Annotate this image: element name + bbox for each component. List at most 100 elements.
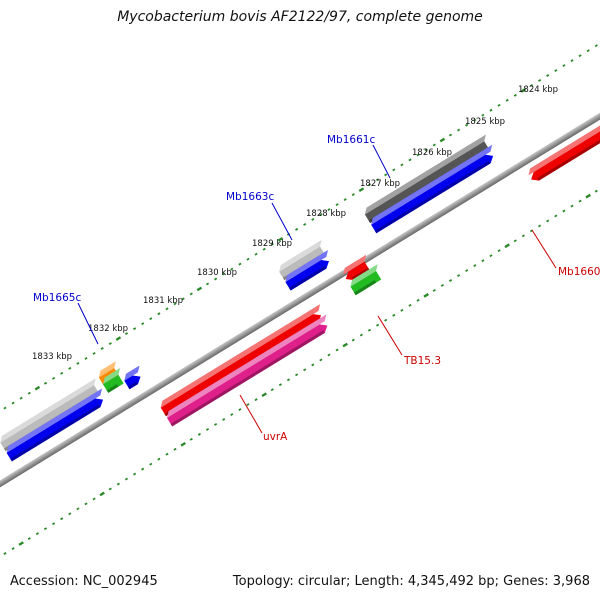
- tick-mark-lower: [116, 482, 120, 486]
- tick-mark-upper: [367, 183, 372, 187]
- tick-mark-lower: [254, 398, 258, 402]
- tick-mark-upper: [205, 282, 210, 286]
- label-mb1660[interactable]: Mb1660: [558, 266, 600, 278]
- tick-mark-upper: [513, 93, 517, 97]
- tick-mark-upper: [546, 74, 550, 77]
- tick-label: 1824 kbp: [518, 85, 558, 95]
- tick-mark-upper: [416, 153, 420, 157]
- tick-mark-upper: [133, 327, 137, 331]
- gene-uvra-cds[interactable]: [164, 314, 334, 427]
- tick-mark-lower: [261, 392, 267, 397]
- tick-mark-upper: [84, 356, 88, 360]
- tick-mark-upper: [277, 236, 284, 242]
- label-uvra[interactable]: uvrA: [263, 431, 288, 443]
- tick-mark-lower: [400, 308, 404, 312]
- tick-mark-upper: [432, 143, 436, 147]
- tick-mark-upper: [578, 54, 582, 58]
- gene-tb15-3-cds[interactable]: [348, 264, 386, 296]
- tick-mark-upper: [376, 178, 380, 182]
- leader-mb1661c: [372, 144, 391, 179]
- tick-mark-lower: [319, 358, 323, 362]
- tick-mark-upper: [43, 381, 48, 385]
- tick-mark-lower: [35, 532, 39, 536]
- tick-mark-lower: [197, 432, 201, 436]
- tick-mark-upper: [481, 113, 485, 117]
- tick-mark-upper: [92, 352, 96, 355]
- tick-mark-lower: [335, 348, 339, 352]
- tick-mark-upper: [465, 123, 469, 127]
- tick-mark-lower: [68, 512, 72, 516]
- tick-mark-lower: [351, 338, 355, 342]
- tick-mark-upper: [19, 396, 23, 400]
- tick-mark-upper: [570, 59, 574, 63]
- gene-mb1665c-cds[interactable]: [4, 388, 110, 462]
- tick-mark-lower: [27, 537, 31, 541]
- gene-mb1665c[interactable]: [0, 378, 104, 452]
- tick-mark-lower: [392, 313, 396, 317]
- tick-mark-upper: [100, 347, 104, 350]
- tick-mark-upper: [108, 342, 112, 345]
- gene-features[interactable]: [0, 64, 600, 514]
- tick-track-upper: [3, 44, 598, 410]
- tick-mark-upper: [311, 217, 315, 221]
- label-mb1663c[interactable]: Mb1663c: [226, 191, 274, 203]
- tick-mark-lower: [60, 517, 64, 521]
- feature-labels: Mb1661c Mb1663c Mb1665c Mb1660 TB15.3 uv…: [33, 134, 600, 443]
- tick-label: 1828 kbp: [306, 209, 346, 219]
- tick-mark-lower: [173, 447, 177, 451]
- tick-mark-lower: [189, 437, 193, 441]
- gene-mb1661c-cds[interactable]: [369, 144, 500, 234]
- tick-mark-lower: [11, 547, 15, 550]
- tick-mark-upper: [303, 222, 307, 226]
- label-tb15-3[interactable]: TB15.3: [403, 355, 441, 367]
- tick-mark-lower: [504, 243, 510, 249]
- tick-labels: 1824 kbp 1825 kbp 1826 kbp 1827 kbp 1828 kbp…: [32, 85, 558, 362]
- gene-mb1663c-cds[interactable]: [283, 250, 336, 291]
- tick-mark-upper: [586, 49, 590, 53]
- tick-mark-lower: [303, 368, 307, 372]
- tick-label: 1826 kbp: [412, 148, 452, 158]
- tick-mark-upper: [392, 168, 396, 172]
- tick-mark-upper: [230, 267, 234, 271]
- tick-mark-lower: [432, 288, 436, 292]
- tick-mark-lower: [180, 441, 186, 447]
- tick-mark-lower: [521, 234, 525, 238]
- tick-mark-upper: [497, 103, 501, 107]
- tick-mark-lower: [457, 274, 461, 277]
- tick-mark-lower: [230, 413, 234, 416]
- tick-mark-upper: [157, 312, 161, 316]
- tick-mark-lower: [238, 408, 242, 412]
- tick-mark-upper: [327, 208, 331, 211]
- tick-mark-lower: [570, 204, 574, 208]
- tick-mark-lower: [124, 477, 129, 481]
- gene-tb15-3[interactable]: [341, 254, 374, 283]
- tick-mark-lower: [52, 522, 56, 526]
- tick-mark-upper: [439, 137, 446, 143]
- tick-mark-upper: [60, 371, 64, 375]
- tick-mark-lower: [473, 264, 477, 268]
- tick-mark-lower: [585, 193, 591, 199]
- gene-mb1660[interactable]: [526, 116, 600, 184]
- tick-mark-upper: [27, 391, 31, 395]
- tick-mark-upper: [529, 83, 534, 87]
- gene-small-green[interactable]: [100, 368, 127, 393]
- leader-mb1663c: [271, 202, 293, 241]
- tick-mark-upper: [384, 173, 388, 177]
- tick-mark-upper: [76, 361, 80, 365]
- gene-small-blue[interactable]: [122, 365, 148, 390]
- tick-mark-lower: [513, 239, 517, 243]
- tick-mark-upper: [196, 286, 203, 292]
- tick-mark-upper: [3, 406, 7, 410]
- tick-mark-lower: [141, 467, 145, 471]
- label-mb1661c[interactable]: Mb1661c: [327, 134, 375, 146]
- leader-lines: [77, 144, 557, 434]
- tick-label: 1829 kbp: [252, 239, 292, 249]
- label-mb1665c[interactable]: Mb1665c: [33, 292, 81, 304]
- tick-mark-lower: [342, 342, 348, 348]
- leader-tb15-3: [377, 315, 403, 356]
- tick-mark-lower: [327, 353, 331, 357]
- tick-mark-upper: [358, 187, 365, 192]
- tick-mark-lower: [76, 507, 80, 511]
- tick-mark-upper: [173, 302, 177, 306]
